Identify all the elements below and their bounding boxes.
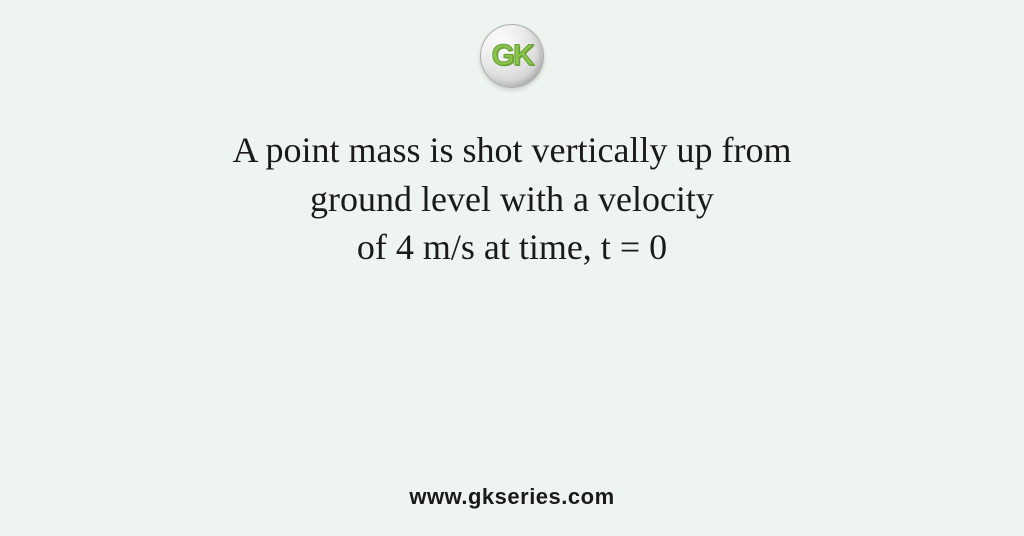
question-line-2: ground level with a velocity <box>310 179 714 219</box>
footer-url: www.gkseries.com <box>409 484 614 510</box>
logo-badge: GK <box>480 24 544 88</box>
question-line-3: of 4 m/s at time, t = 0 <box>357 227 667 267</box>
question-text: A point mass is shot vertically up from … <box>233 126 792 272</box>
logo-text: GK <box>492 39 533 73</box>
question-line-1: A point mass is shot vertically up from <box>233 130 792 170</box>
